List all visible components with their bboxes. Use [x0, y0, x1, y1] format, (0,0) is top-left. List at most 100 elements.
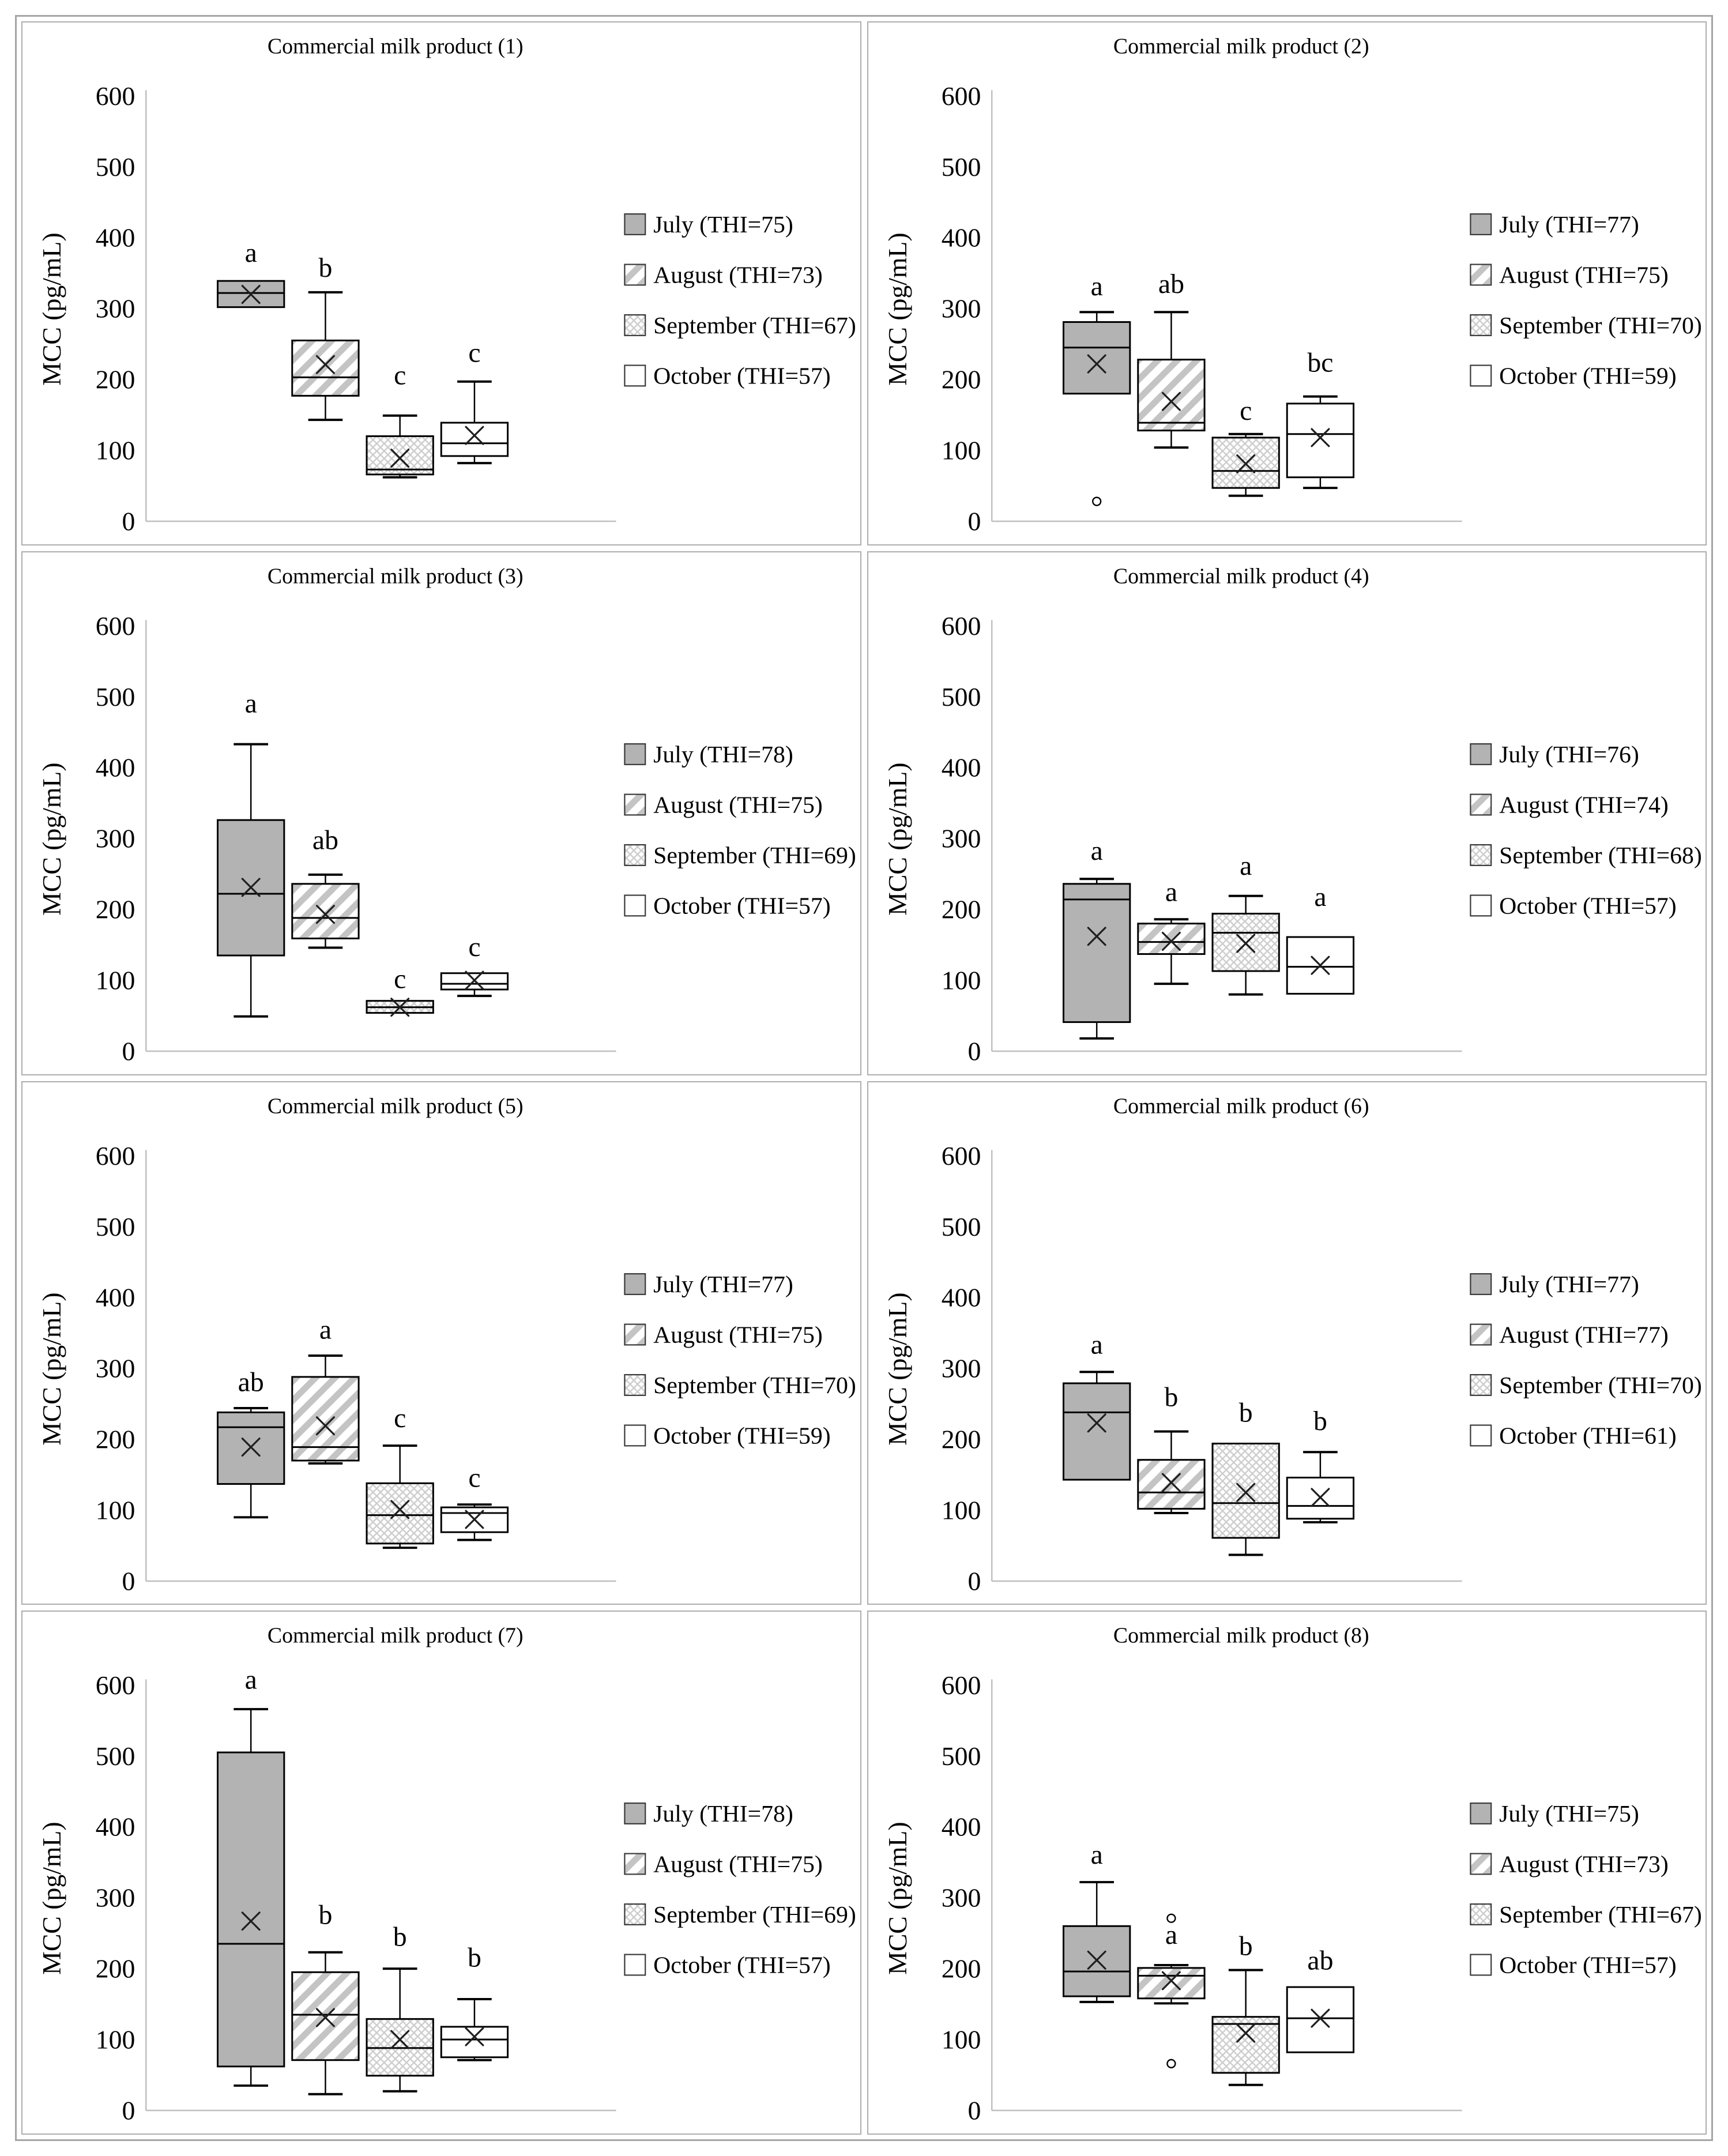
sig-letter: a	[245, 1665, 257, 1695]
box-september: c	[366, 360, 434, 479]
iqr-box	[291, 1971, 360, 2061]
y-tick-label: 300	[96, 1883, 135, 1913]
sig-letter: b	[393, 1922, 407, 1952]
legend-label: October (THI=57)	[1499, 893, 1677, 919]
y-tick-label: 100	[941, 436, 981, 465]
legend-swatch-september-icon	[624, 844, 646, 866]
y-tick-label: 200	[941, 894, 981, 924]
legend-swatch-july-icon	[1469, 743, 1492, 765]
legend-swatch-july-icon	[1469, 1803, 1492, 1825]
iqr-box	[1286, 402, 1354, 479]
box-august: a	[1136, 876, 1206, 985]
y-tick-label: 600	[96, 1670, 135, 1700]
legend-label: October (THI=59)	[1499, 363, 1677, 390]
boxplot-figure-grid: Commercial milk product (1) 0 100 200 300 400…	[15, 15, 1713, 2141]
legend-swatch-august-icon	[624, 793, 646, 816]
legend-label: September (THI=67)	[653, 313, 856, 339]
y-axis-title: MCC (pg/mL)	[37, 1292, 66, 1445]
y-tick-label: 500	[96, 682, 135, 712]
sig-letter: a	[1090, 271, 1102, 302]
legend-swatch-october-icon	[1469, 894, 1492, 917]
y-tick-label: 100	[96, 2025, 135, 2055]
legend-swatch-october-icon	[1469, 1954, 1492, 1976]
box-october: c	[440, 1462, 509, 1541]
box-july: a	[1062, 271, 1131, 506]
box-august: ab	[1136, 269, 1206, 449]
box-july: a	[1062, 1329, 1131, 1481]
y-axis-title: MCC (pg/mL)	[37, 762, 66, 915]
box-september: c	[366, 1403, 434, 1549]
sig-letter: b	[1164, 1382, 1178, 1412]
y-axis-title: MCC (pg/mL)	[37, 232, 66, 385]
outlier-point	[1166, 1913, 1176, 1924]
sig-letter: a	[1090, 1839, 1102, 1870]
chart-title: Commercial milk product (7)	[268, 1624, 524, 1648]
y-tick-label: 500	[96, 152, 135, 182]
legend-swatch-october-icon	[624, 364, 646, 387]
mean-x-marker-icon	[1161, 392, 1181, 411]
legend-swatch-october-icon	[1469, 364, 1492, 387]
legend: July (THI=77) August (THI=75) September (T…	[624, 1271, 856, 1449]
box-august: ab	[291, 825, 360, 949]
mean-x-marker-icon	[1161, 931, 1181, 951]
sig-letter: b	[1238, 1397, 1252, 1428]
boxplot-svg: Commercial milk product (7) 0 100 200 300 400…	[37, 1624, 856, 2125]
mean-x-marker-icon	[241, 1437, 261, 1457]
y-tick-label: 500	[941, 152, 981, 182]
mean-x-marker-icon	[1161, 1971, 1181, 1991]
y-tick-label: 300	[96, 1353, 135, 1383]
mean-x-marker-icon	[315, 904, 335, 924]
box-september: a	[1211, 851, 1280, 996]
legend-label: July (THI=78)	[653, 742, 793, 768]
sig-letter: c	[394, 1403, 406, 1433]
iqr-box	[366, 435, 434, 476]
box-october: bc	[1286, 348, 1354, 490]
sig-letter: c	[468, 932, 480, 962]
y-tick-label: 600	[941, 81, 981, 111]
iqr-box	[1286, 1476, 1354, 1519]
mean-x-marker-icon	[465, 2027, 484, 2046]
chart-title: Commercial milk product (3)	[268, 564, 524, 588]
y-tick-label: 0	[967, 1036, 981, 1066]
legend-swatch-october-icon	[624, 1424, 646, 1446]
y-tick-label: 200	[941, 1424, 981, 1454]
sig-letter: a	[1240, 851, 1252, 881]
iqr-box	[1136, 359, 1206, 432]
y-tick-label: 600	[941, 1670, 981, 1700]
y-tick-label: 400	[941, 1812, 981, 1842]
chart-title: Commercial milk product (1)	[268, 35, 524, 59]
box-august: b	[1136, 1382, 1206, 1514]
mean-x-marker-icon	[390, 1499, 410, 1519]
y-tick-label: 200	[96, 1424, 135, 1454]
legend-label: July (THI=77)	[1499, 212, 1639, 238]
legend-label: October (THI=57)	[653, 363, 831, 390]
iqr-box	[1136, 1967, 1206, 2000]
box-october: b	[1286, 1406, 1354, 1523]
iqr-box	[291, 883, 360, 939]
legend-swatch-october-icon	[1469, 1424, 1492, 1446]
chart-title: Commercial milk product (5)	[268, 1094, 524, 1118]
box-august: a	[291, 1314, 360, 1465]
y-tick-label: 400	[941, 223, 981, 253]
mean-x-marker-icon	[390, 449, 410, 468]
box-august: b	[291, 253, 360, 422]
y-tick-label: 100	[941, 965, 981, 995]
legend-swatch-august-icon	[624, 264, 646, 286]
y-tick-label: 200	[941, 1954, 981, 1984]
legend-label: July (THI=77)	[653, 1271, 793, 1298]
sig-letter: a	[1165, 876, 1177, 907]
mean-x-marker-icon	[465, 970, 484, 990]
box-september: b	[366, 1922, 434, 2093]
y-tick-label: 300	[941, 1353, 981, 1383]
y-tick-label: 500	[941, 1211, 981, 1241]
iqr-box	[1136, 1458, 1206, 1510]
y-tick-label: 400	[96, 1282, 135, 1312]
y-tick-label: 400	[96, 1812, 135, 1842]
legend-swatch-july-icon	[1469, 1273, 1492, 1295]
mean-x-marker-icon	[1161, 1473, 1181, 1492]
sig-letter: ab	[313, 825, 338, 855]
sig-letter: c	[468, 337, 480, 368]
legend-label: August (THI=73)	[1499, 1852, 1669, 1878]
legend-label: October (THI=57)	[1499, 1952, 1677, 1979]
legend-label: September (THI=70)	[653, 1372, 856, 1399]
